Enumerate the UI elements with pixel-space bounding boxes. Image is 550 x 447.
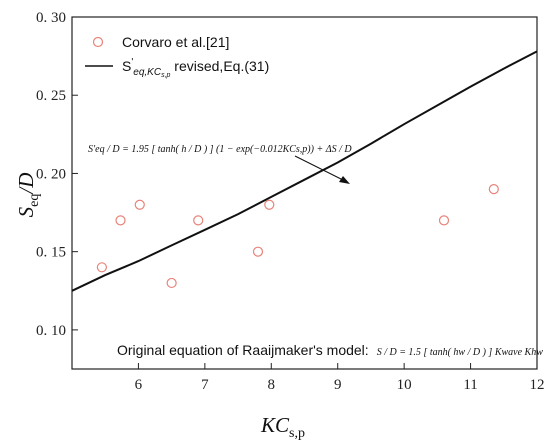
legend-label-corvaro: Corvaro et al.[21]: [122, 34, 229, 50]
x-axis-title: KCs,p: [260, 413, 305, 441]
legend-revised-prime: ': [131, 57, 133, 68]
equation-arrow-head: [339, 176, 350, 184]
data-point: [193, 215, 204, 226]
x-axis-ticks: 6 7 8 9 10 11 12: [135, 363, 545, 393]
revised-equation-line: [71, 50, 538, 292]
x-tick-label: 10: [397, 377, 412, 393]
y-tick-label: 0. 25: [36, 88, 66, 104]
x-axis-title-main: KC: [260, 413, 290, 437]
y-axis-title-tail: /D: [14, 173, 38, 195]
data-point: [115, 215, 126, 226]
equation-arrow-line: [294, 155, 346, 182]
plot-frame: [71, 16, 538, 370]
corvaro-data-markers: [96, 183, 499, 289]
x-tick-label: 9: [334, 377, 342, 393]
legend-marker-corvaro: [92, 36, 104, 48]
x-tick-label: 12: [530, 377, 545, 393]
x-axis-title-sub: s,p: [289, 426, 305, 441]
equation-original: Original equation of Raaijmaker's model:…: [117, 342, 543, 359]
y-axis-ticks: 0. 10 0. 15 0. 20 0. 25 0. 30: [36, 10, 78, 339]
y-tick-label: 0. 10: [36, 323, 66, 339]
data-point: [252, 246, 264, 257]
y-tick-label: 0. 15: [36, 245, 66, 261]
data-point: [438, 215, 450, 226]
legend-revised-tail: revised,Eq.(31): [170, 58, 269, 74]
data-point: [488, 183, 499, 195]
y-tick-label: 0. 30: [36, 10, 66, 26]
y-axis-title: Seq/D: [14, 173, 42, 218]
legend-revised-sub: eq,KC: [133, 67, 162, 78]
y-axis-title-main: S: [14, 206, 38, 217]
y-tick-label: 0. 20: [36, 166, 66, 182]
data-point: [96, 262, 107, 273]
y-axis-title-sub: eq: [27, 194, 42, 207]
legend-revised-main: S: [122, 58, 131, 74]
x-tick-label: 8: [268, 377, 276, 393]
legend-label-revised: S'eq,KCs,p revised,Eq.(31): [122, 57, 269, 79]
x-tick-label: 6: [135, 377, 143, 393]
data-point: [264, 199, 275, 210]
equation-original-label: Original equation of Raaijmaker's model:: [117, 342, 369, 358]
legend: Corvaro et al.[21] S'eq,KCs,p revised,Eq…: [85, 34, 269, 79]
equation-revised: S'eq / D = 1.95 [ tanh( h / D ) ] (1 − e…: [88, 144, 352, 155]
data-point: [134, 199, 145, 210]
legend-revised-subsub: s,p: [161, 72, 170, 79]
x-tick-label: 11: [463, 377, 477, 393]
x-tick-label: 7: [201, 377, 209, 393]
equation-original-formula: S / D = 1.5 [ tanh( hw / D ) ] Kwave Khw: [377, 347, 544, 358]
data-point: [166, 277, 177, 289]
